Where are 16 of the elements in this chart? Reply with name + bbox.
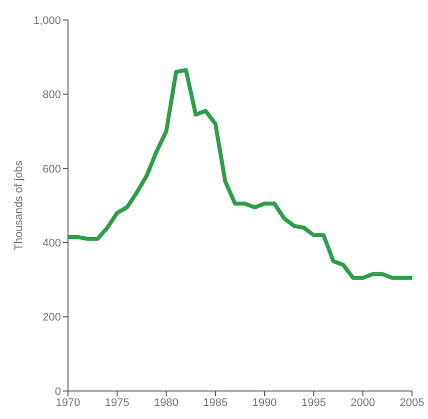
x-tick-label: 1980 — [154, 396, 179, 409]
y-tick-label: 1,000 — [33, 14, 61, 27]
y-tick-label: 0 — [54, 386, 61, 398]
y-tick-label: 800 — [42, 89, 61, 102]
x-tick-label: 2005 — [400, 396, 424, 409]
line-series — [68, 68, 412, 280]
x-tick-label: 1990 — [252, 396, 277, 409]
x-tick-label: 1985 — [203, 396, 228, 409]
y-tick-label: 200 — [42, 312, 61, 324]
y-axis-title: Thousands of jobs — [12, 160, 25, 250]
x-tick-label: 1970 — [56, 396, 80, 409]
x-tick-label: 2000 — [350, 396, 376, 409]
y-tick-label: 600 — [42, 163, 61, 176]
y-tick-label: 400 — [42, 238, 61, 250]
x-tick-label: 1995 — [301, 396, 326, 409]
x-tick-label: 1975 — [104, 396, 130, 409]
